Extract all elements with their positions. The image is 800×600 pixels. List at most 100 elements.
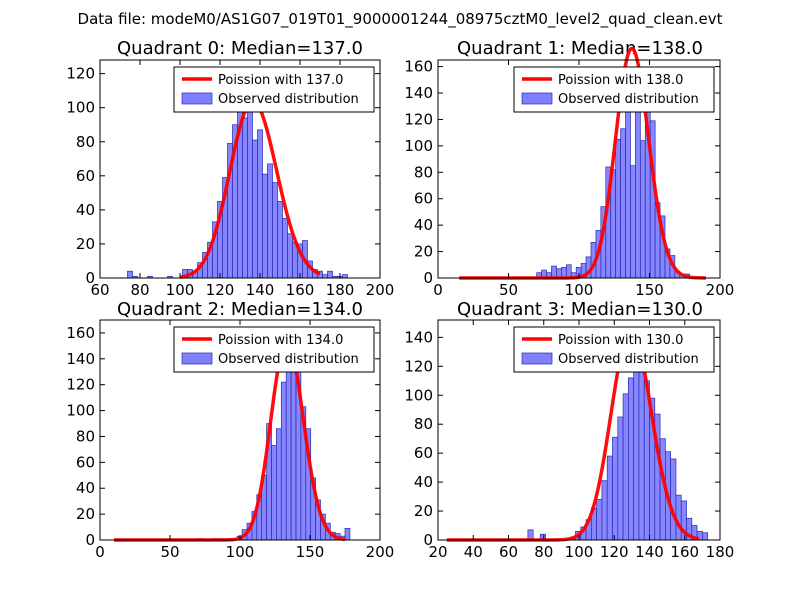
quadrant-0-histogram-bar [267,163,273,279]
quadrant-1-y-tick-label: 20 [414,243,433,261]
quadrant-1-histogram-bar [615,138,621,279]
quadrant-3-x-tick-label: 180 [706,543,735,561]
quadrant-0-y-tick-label: 40 [76,201,95,219]
quadrant-2-x-tick-label: 200 [366,543,395,561]
quadrant-0-y-tick-label: 0 [85,269,95,287]
quadrant-0-histogram-bar [342,274,348,279]
quadrant-1-histogram-bar [620,128,626,279]
quadrant-1-legend-box [513,66,715,113]
quadrant-3-legend-box [513,326,715,373]
quadrant-0-x-tick-label: 80 [130,281,149,299]
quadrant-2-y-tick-label: 0 [85,531,95,549]
quadrant-0-histogram-bar [252,139,258,279]
quadrant-1-y-tick-label: 100 [404,137,433,155]
quadrant-0-histogram-bar [282,218,288,279]
quadrant-2-y-tick-label: 60 [76,453,95,471]
quadrant-2-y-tick-label: 160 [66,324,95,342]
quadrant-0-histogram-bar [277,201,283,279]
quadrant-1-legend-line-label: Poission with 138.0 [558,73,683,88]
quadrant-2-legend-bar-swatch [181,352,213,365]
quadrant-1-histogram-bar [635,90,641,279]
quadrant-2-histogram-bar [271,445,277,541]
quadrant-0-y-tick-label: 60 [76,167,95,185]
quadrant-3-histogram-bar [638,355,645,541]
quadrant-1-y-tick-label: 60 [414,190,433,208]
quadrant-3-x-tick-label: 20 [428,543,447,561]
quadrant-1-histogram-bar [639,140,646,279]
quadrant-3-y-tick-label: 0 [423,531,433,549]
quadrant-2-y-tick-label: 140 [66,350,95,368]
quadrant-0-legend-box [173,66,375,113]
quadrant-3-x-tick-label: 60 [499,543,518,561]
quadrant-2-histogram-bar [280,381,287,541]
quadrant-1-x-tick-label: 0 [433,281,443,299]
quadrant-1-x-tick-label: 200 [706,281,735,299]
quadrant-0-histogram-bar [287,233,293,279]
quadrant-3-y-tick-label: 60 [414,444,433,462]
quadrant-3-title: Quadrant 3: Median=130.0 [457,299,703,320]
quadrant-2-y-tick-label: 120 [66,376,95,394]
quadrant-1-y-tick-label: 120 [404,110,433,128]
quadrant-0-legend-bar-swatch [181,92,213,105]
quadrant-1-histogram-bar [565,264,572,279]
quadrant-3-histogram-bar [702,532,709,541]
quadrant-0-y-tick-label: 80 [76,133,95,151]
quadrant-2-x-tick-label: 100 [226,543,255,561]
quadrant-3-y-tick-label: 120 [404,357,433,375]
quadrant-2-title: Quadrant 2: Median=134.0 [117,299,363,320]
quadrant-0-x-tick-label: 140 [246,281,275,299]
quadrant-1-y-tick-label: 160 [404,58,433,76]
quadrant-3-histogram-bar [612,436,619,541]
quadrant-0-x-tick-label: 180 [326,281,355,299]
quadrant-2-legend-box [173,326,375,373]
quadrant-2-x-tick-label: 150 [296,543,325,561]
quadrant-1-y-tick-label: 40 [414,216,433,234]
quadrant-3-y-tick-label: 100 [404,386,433,404]
quadrant-3-legend-line-label: Poission with 130.0 [558,333,683,348]
quadrant-1-y-tick-label: 0 [423,269,433,287]
quadrant-2-histogram-bar [290,354,297,541]
quadrant-2-y-tick-label: 20 [76,505,95,523]
quadrant-2-legend-line-label: Poission with 134.0 [218,333,343,348]
quadrant-1-legend-bar-swatch [521,92,553,105]
quadrant-3-legend-bar-swatch [521,352,553,365]
quadrant-3-histogram-bar [675,494,682,541]
quadrant-1-x-tick-label: 150 [635,281,664,299]
quadrant-3-x-tick-label: 160 [670,543,699,561]
quadrant-0-histogram-bar [322,274,328,279]
quadrant-0-x-tick-label: 200 [366,281,395,299]
quadrant-1-title: Quadrant 1: Median=138.0 [457,38,703,59]
quadrant-1-x-tick-label: 100 [565,281,594,299]
quadrant-3-y-tick-label: 20 [414,502,433,520]
quadrant-0-histogram-bar [257,129,263,279]
quadrant-3-histogram-bar [601,480,608,541]
quadrant-1-histogram-bar [625,95,631,279]
quadrant-3-panel: Quadrant 3: Median=130.0 Poission with 1… [404,299,734,561]
quadrant-1-x-tick-label: 50 [499,281,518,299]
quadrant-3-histogram-bar [627,377,634,541]
quadrant-3-histogram-bar [596,499,603,541]
quadrant-0-x-tick-label: 160 [286,281,315,299]
quadrant-2-legend-bars-label: Observed distribution [218,352,359,367]
quadrant-0-x-tick-label: 60 [90,281,109,299]
quadrant-0-panel: Quadrant 0: Median=137.0 Poission with 1… [66,38,394,299]
quadrant-1-y-tick-label: 140 [404,84,433,102]
quadrant-0-plot-area [127,99,348,279]
quadrant-3-y-tick-label: 40 [414,473,433,491]
quadrant-3-x-tick-label: 140 [635,543,664,561]
quadrant-1-histogram-bar [551,265,557,279]
quadrant-0-y-tick-label: 120 [66,65,95,83]
quadrant-3-histogram-bar [622,393,629,541]
quadrant-3-x-tick-label: 120 [600,543,629,561]
quadrant-3-histogram-bar [633,364,640,541]
quadrant-3-x-tick-label: 80 [534,543,553,561]
quadrant-2-x-tick-label: 0 [95,543,105,561]
quadrant-2-plot-area [112,338,351,542]
quadrant-2-histogram-bar [276,428,282,541]
quadrant-0-histogram-bar [127,270,133,279]
quadrant-2-panel: Quadrant 2: Median=134.0 Poission with 1… [66,299,394,561]
quadrant-3-y-tick-label: 80 [414,415,433,433]
quadrant-0-x-tick-label: 120 [206,281,235,299]
quadrant-3-x-tick-label: 100 [565,543,594,561]
quadrant-3-plot-area [445,327,709,542]
